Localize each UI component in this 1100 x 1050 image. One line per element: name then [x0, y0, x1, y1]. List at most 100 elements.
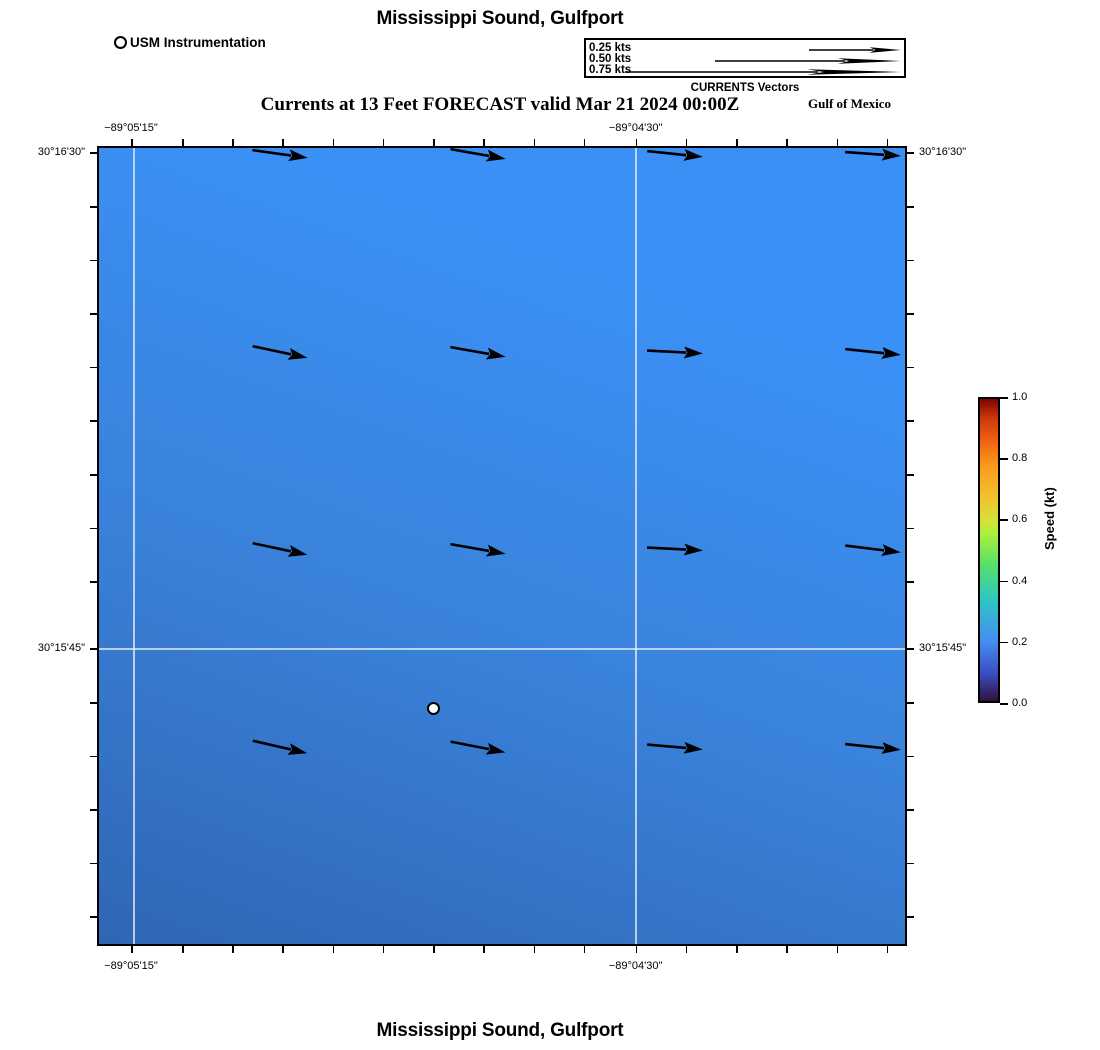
current-vector-arrow	[250, 531, 310, 568]
colorbar-tick	[1000, 580, 1008, 583]
vector-key-row: 0.75 kts	[586, 64, 904, 77]
axis-tick-top	[131, 139, 133, 146]
axis-tick-bottom	[232, 946, 234, 953]
axis-tick-bottom	[583, 946, 586, 953]
axis-tick-bottom	[786, 946, 788, 953]
axis-tick-left	[90, 152, 97, 154]
vector-key-box: 0.25 kts 0.50 kts 0.75 kts	[584, 38, 906, 78]
vector-key-label: 0.50 kts	[589, 53, 632, 65]
vector-key-label: 0.75 kts	[589, 64, 632, 76]
axis-tick-bottom	[131, 946, 133, 953]
axis-tick-top	[483, 139, 485, 146]
axis-tick-bottom	[836, 946, 839, 953]
axis-tick-left	[90, 259, 97, 262]
vector-key-arrow-icon	[809, 43, 901, 55]
axis-tick-left	[90, 702, 97, 704]
page-title: Mississippi Sound, Gulfport	[376, 8, 624, 29]
current-map[interactable]	[97, 146, 907, 946]
current-vector-arrow	[844, 731, 902, 763]
current-vector-arrow	[448, 334, 508, 369]
usm-instrumentation-station[interactable]	[426, 701, 440, 715]
colorbar-tick-label: 1.0	[1012, 391, 1028, 403]
vector-key-row: 0.25 kts	[586, 42, 904, 55]
current-vector-arrow	[646, 731, 704, 762]
gridline-vertical	[634, 148, 637, 944]
current-vector-arrow	[647, 535, 704, 564]
axis-tick-left	[90, 755, 97, 758]
axis-tick-right	[907, 916, 914, 918]
axis-tick-top	[786, 139, 788, 146]
station-legend-label: USM Instrumentation	[130, 35, 266, 50]
axis-tick-right	[907, 206, 914, 208]
axis-tick-right	[907, 420, 914, 422]
latitude-label-right: 30°15'45"	[919, 642, 967, 655]
axis-tick-left	[90, 809, 97, 811]
forecast-subtitle: Currents at 13 Feet FORECAST valid Mar 2…	[260, 94, 740, 115]
axis-tick-left	[90, 527, 97, 530]
axis-tick-top	[736, 139, 738, 146]
colorbar-tick-label: 0.6	[1012, 513, 1028, 526]
longitude-label-bottom: −89°04'30"	[608, 960, 663, 972]
axis-tick-top	[332, 139, 335, 146]
axis-tick-left	[90, 862, 97, 865]
axis-tick-right	[907, 474, 914, 476]
axis-tick-top	[182, 139, 184, 146]
vector-key-row: 0.50 kts	[586, 53, 904, 66]
colorbar-tick	[1000, 641, 1008, 644]
colorbar-title: Speed (kt)	[1042, 487, 1057, 550]
axis-tick-top	[836, 139, 839, 146]
latitude-label-left: 30°15'45"	[37, 642, 85, 655]
axis-tick-right	[907, 581, 914, 583]
axis-tick-right	[907, 527, 914, 530]
axis-tick-bottom	[736, 946, 738, 953]
colorbar-tick-label: 0.8	[1012, 452, 1028, 465]
axis-tick-bottom	[282, 946, 284, 953]
colorbar-tick	[1000, 703, 1008, 705]
axis-tick-right	[907, 152, 914, 154]
colorbar-tick-label: 0.4	[1012, 574, 1028, 587]
vector-key-arrow-icon	[625, 65, 901, 77]
axis-tick-right	[907, 648, 914, 650]
axis-tick-left	[90, 916, 97, 918]
circle-marker-icon	[114, 36, 127, 49]
axis-tick-bottom	[182, 946, 184, 953]
ocean-surface	[99, 148, 905, 944]
axis-tick-left	[90, 581, 97, 583]
vector-key-caption: CURRENTS Vectors	[690, 82, 800, 94]
axis-tick-bottom	[635, 946, 638, 953]
axis-tick-right	[907, 755, 914, 758]
axis-tick-top	[433, 139, 435, 146]
current-vector-arrow	[448, 532, 508, 567]
axis-tick-left	[90, 206, 97, 208]
axis-tick-left	[90, 648, 97, 650]
axis-tick-top	[533, 139, 536, 146]
longitude-label-top: −89°04'30"	[608, 122, 663, 134]
footer-title: Mississippi Sound, Gulfport	[376, 1020, 624, 1041]
longitude-label-top: −89°05'15"	[104, 122, 158, 134]
latitude-label-left: 30°16'30"	[37, 146, 85, 159]
axis-tick-top	[382, 139, 385, 146]
colorbar-tick	[1000, 397, 1008, 399]
axis-tick-right	[907, 809, 914, 811]
vector-key-label: 0.25 kts	[589, 42, 632, 54]
current-vector-arrow	[448, 728, 508, 764]
latitude-label-right: 30°16'30"	[919, 146, 967, 159]
axis-tick-left	[90, 366, 97, 369]
axis-tick-top	[282, 139, 284, 146]
axis-tick-top	[635, 139, 638, 146]
axis-tick-right	[907, 259, 914, 262]
colorbar-tick-label: 0.0	[1012, 697, 1028, 709]
axis-tick-top	[886, 139, 889, 146]
axis-tick-left	[90, 420, 97, 422]
station-legend: USM Instrumentation	[114, 35, 266, 50]
axis-tick-top	[685, 139, 688, 146]
gridline-horizontal	[99, 647, 905, 650]
gridline-vertical	[132, 148, 135, 944]
current-vector-arrow	[844, 148, 902, 169]
current-vector-arrow	[448, 148, 508, 172]
axis-tick-right	[907, 313, 914, 315]
axis-tick-bottom	[332, 946, 335, 953]
current-vector-arrow	[843, 533, 902, 566]
axis-tick-bottom	[483, 946, 485, 953]
axis-tick-right	[907, 862, 914, 865]
